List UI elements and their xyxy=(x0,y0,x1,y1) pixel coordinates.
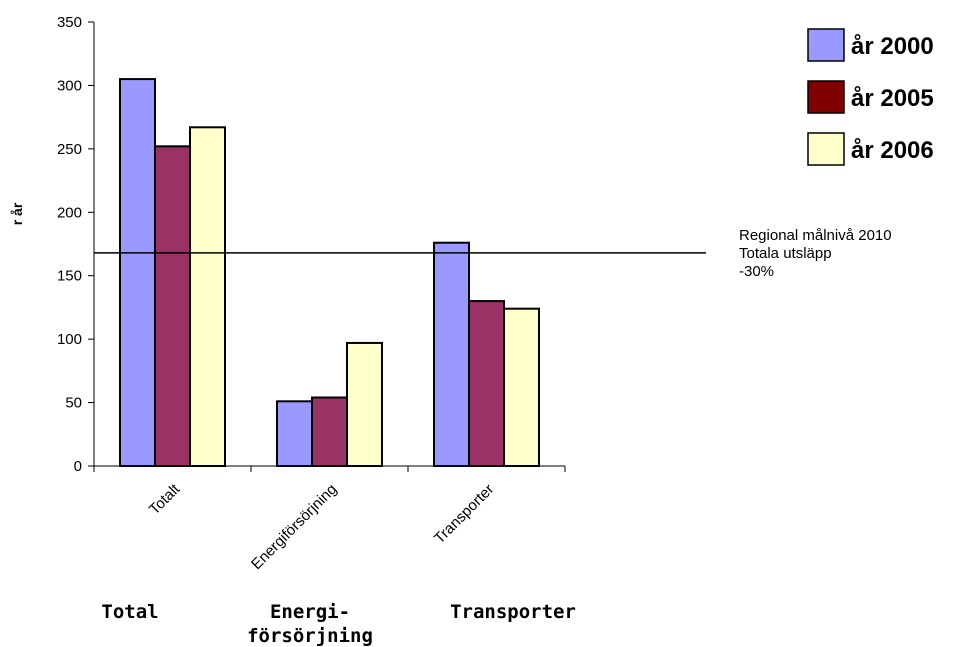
bottom-label: försörjning xyxy=(247,625,373,647)
bar xyxy=(311,396,348,467)
y-axis: 0 50 100 150 200 250 300 350 r år xyxy=(9,14,95,475)
y-tick-label: 150 xyxy=(57,268,82,285)
x-tick-label: Energiförsörjning xyxy=(248,481,340,573)
bars xyxy=(119,78,540,468)
legend-label: år 2006 xyxy=(851,137,934,164)
legend-swatch xyxy=(807,132,845,166)
x-tick-label: Transporter xyxy=(431,481,497,547)
y-tick-label: 250 xyxy=(57,141,82,158)
legend-label: år 2005 xyxy=(851,85,934,112)
x-tick-label: Totalt xyxy=(146,480,184,518)
bar xyxy=(154,145,191,467)
target-label-line: -30% xyxy=(739,263,774,280)
bar xyxy=(189,126,226,467)
bar xyxy=(119,78,156,467)
bar xyxy=(468,300,505,468)
y-tick-label: 100 xyxy=(57,331,82,348)
bar xyxy=(346,341,383,468)
legend-swatch xyxy=(807,80,845,114)
bottom-labels: Total Energi-försörjning Transporter xyxy=(101,601,576,647)
y-tick-label: 300 xyxy=(57,77,82,94)
target-label-line: Totala utsläpp xyxy=(739,245,832,262)
y-tick-label: 0 xyxy=(74,458,82,475)
bar xyxy=(503,307,540,467)
y-tick-label: 350 xyxy=(57,14,82,31)
y-tick-label: 200 xyxy=(57,204,82,221)
category-labels: Totalt Energiförsörjning Transporter xyxy=(146,480,497,573)
target-label-line: Regional målnivå 2010 xyxy=(739,227,892,244)
y-axis-title: r år xyxy=(9,202,25,225)
legend-swatch xyxy=(807,28,845,62)
y-tick-label: 50 xyxy=(65,395,82,412)
bottom-label: Transporter xyxy=(450,601,576,623)
legend-label: år 2000 xyxy=(851,33,934,60)
x-axis xyxy=(93,465,566,472)
bar xyxy=(276,400,313,467)
bottom-label: Energi- xyxy=(270,601,350,623)
legend: år 2000 år 2005 år 2006 xyxy=(807,28,934,166)
bar xyxy=(433,241,470,467)
bottom-label: Total xyxy=(101,601,158,623)
